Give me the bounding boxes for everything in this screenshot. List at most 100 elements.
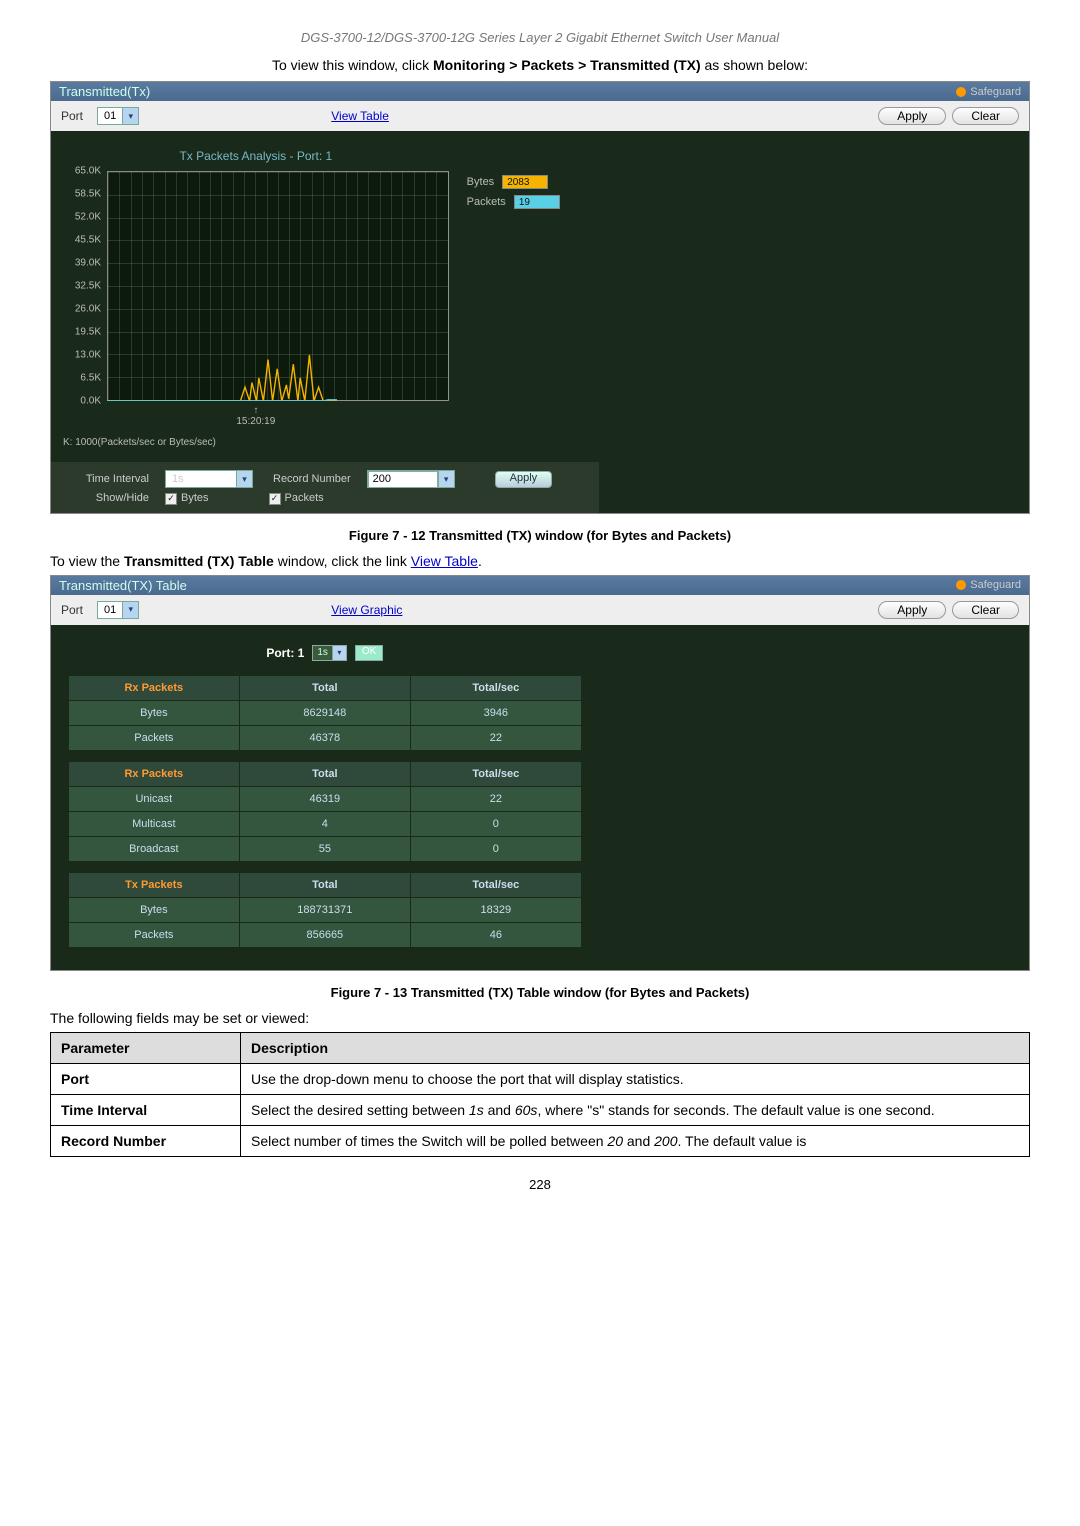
table-cell: 8629148 xyxy=(240,701,410,725)
chart-timestamp: 15:20:19 xyxy=(236,416,275,427)
mid-post: . xyxy=(478,553,482,569)
chevron-down-icon: ▾ xyxy=(438,471,454,487)
packets-checkbox[interactable]: ✓Packets xyxy=(269,492,324,505)
table-header: Rx Packets xyxy=(69,676,239,700)
table-cell: 18329 xyxy=(411,898,581,922)
mid-mid: window, click the link xyxy=(274,553,411,569)
table-cell: 46 xyxy=(411,923,581,947)
legend-packets-value: 19 xyxy=(519,197,530,208)
parameter-table: Parameter Description PortUse the drop-d… xyxy=(50,1032,1030,1157)
param-th2: Description xyxy=(241,1032,1030,1063)
panel2-titlebar: Transmitted(TX) Table Safeguard xyxy=(51,576,1029,595)
figure-caption-2: Figure 7 - 13 Transmitted (TX) Table win… xyxy=(50,985,1030,1000)
transmitted-tx-panel: Transmitted(Tx) Safeguard Port 01 ▾ View… xyxy=(50,81,1030,514)
chart-x-time: ↑15:20:19 xyxy=(63,405,449,427)
nav-path: Monitoring > Packets > Transmitted (TX) xyxy=(433,57,701,73)
chart-waveform xyxy=(107,171,337,401)
page-number: 228 xyxy=(50,1177,1030,1192)
port-label: Port xyxy=(61,109,83,123)
table-header: Total xyxy=(240,676,410,700)
port-dropdown-value: 01 xyxy=(98,604,122,616)
ok-button[interactable]: OK xyxy=(355,645,383,661)
panel2-title-text: Transmitted(TX) Table xyxy=(59,578,187,593)
fields-intro: The following fields may be set or viewe… xyxy=(50,1010,1030,1026)
table-header: Total/sec xyxy=(411,676,581,700)
chart-plot-area: 65.0K58.5K52.0K45.5K39.0K32.5K26.0K19.5K… xyxy=(107,171,449,401)
bytes-checkbox-label: Bytes xyxy=(181,492,209,504)
table-cell: 4 xyxy=(240,812,410,836)
chart-title: Tx Packets Analysis - Port: 1 xyxy=(63,149,449,163)
safeguard-indicator: Safeguard xyxy=(956,579,1021,591)
transmitted-tx-table-panel: Transmitted(TX) Table Safeguard Port 01 … xyxy=(50,575,1030,971)
chevron-down-icon: ▾ xyxy=(122,108,138,124)
mid-bold: Transmitted (TX) Table xyxy=(124,553,274,569)
chevron-down-icon: ▾ xyxy=(236,471,252,487)
packets-checkbox-label: Packets xyxy=(285,492,324,504)
port-dropdown[interactable]: 01 ▾ xyxy=(97,601,139,619)
record-number-dropdown[interactable]: ▾ xyxy=(367,470,455,488)
data-table: Tx PacketsTotalTotal/secBytes18873137118… xyxy=(68,872,582,948)
show-hide-label: Show/Hide xyxy=(65,492,155,504)
view-table-link[interactable]: View Table xyxy=(331,109,389,123)
port-label: Port xyxy=(61,603,83,617)
chevron-down-icon: ▾ xyxy=(332,646,346,660)
time-interval-label: Time Interval xyxy=(65,473,155,485)
legend-bytes-label: Bytes xyxy=(467,176,495,188)
param-name: Record Number xyxy=(51,1125,241,1156)
mid-pre: To view the xyxy=(50,553,124,569)
table-cell: Broadcast xyxy=(69,837,239,861)
table-cell: 0 xyxy=(411,837,581,861)
param-desc: Use the drop-down menu to choose the por… xyxy=(241,1063,1030,1094)
table-cell: 0 xyxy=(411,812,581,836)
bytes-checkbox[interactable]: ✓Bytes xyxy=(165,492,209,505)
footer-apply-button[interactable]: Apply xyxy=(495,471,553,488)
apply-button[interactable]: Apply xyxy=(878,601,946,619)
clear-button[interactable]: Clear xyxy=(952,107,1019,125)
port-dropdown-value: 01 xyxy=(98,110,122,122)
chevron-down-icon: ▾ xyxy=(122,602,138,618)
safeguard-indicator: Safeguard xyxy=(956,86,1021,98)
record-number-input[interactable] xyxy=(368,471,438,488)
chart-container: Tx Packets Analysis - Port: 1 65.0K58.5K… xyxy=(51,131,1029,513)
legend-packets-label: Packets xyxy=(467,196,506,208)
table-cell: Bytes xyxy=(69,701,239,725)
table-cell: Packets xyxy=(69,923,239,947)
nav-pre: To view this window, click xyxy=(272,57,433,73)
page-header-band: DGS-3700-12/DGS-3700-12G Series Layer 2 … xyxy=(50,30,1030,45)
record-number-label: Record Number xyxy=(263,473,357,485)
time-interval-dropdown[interactable]: 1s ▾ xyxy=(165,470,253,488)
port-dropdown[interactable]: 01 ▾ xyxy=(97,107,139,125)
table-cell: Multicast xyxy=(69,812,239,836)
table-cell: 46378 xyxy=(240,726,410,750)
view-table-inline-link[interactable]: View Table xyxy=(411,553,478,569)
table-cell: 22 xyxy=(411,726,581,750)
data-table: Rx PacketsTotalTotal/secBytes86291483946… xyxy=(68,675,582,751)
interval-value: 1s xyxy=(313,647,332,658)
table-cell: 22 xyxy=(411,787,581,811)
port-head-label: Port: 1 xyxy=(266,646,304,660)
interval-dropdown[interactable]: 1s ▾ xyxy=(312,645,347,661)
table-cell: 55 xyxy=(240,837,410,861)
data-table: Rx PacketsTotalTotal/secUnicast4631922Mu… xyxy=(68,761,582,862)
param-th1: Parameter xyxy=(51,1032,241,1063)
view-graphic-link[interactable]: View Graphic xyxy=(331,603,402,617)
table-header: Rx Packets xyxy=(69,762,239,786)
table-header: Total/sec xyxy=(411,873,581,897)
clear-button[interactable]: Clear xyxy=(952,601,1019,619)
table-header: Tx Packets xyxy=(69,873,239,897)
param-desc: Select number of times the Switch will b… xyxy=(241,1125,1030,1156)
time-interval-value: 1s xyxy=(166,473,236,485)
apply-button[interactable]: Apply xyxy=(878,107,946,125)
table-cell: Packets xyxy=(69,726,239,750)
nav-instruction: To view this window, click Monitoring > … xyxy=(50,57,1030,73)
panel-titlebar: Transmitted(Tx) Safeguard xyxy=(51,82,1029,101)
param-desc: Select the desired setting between 1s an… xyxy=(241,1094,1030,1125)
param-name: Port xyxy=(51,1063,241,1094)
table-header: Total/sec xyxy=(411,762,581,786)
safeguard-label: Safeguard xyxy=(970,579,1021,591)
table-cell: Unicast xyxy=(69,787,239,811)
table-header: Total xyxy=(240,762,410,786)
chart-legend: Bytes 2083 Packets 19 xyxy=(467,175,587,448)
legend-packets-swatch: 19 xyxy=(514,195,560,209)
table-cell: Bytes xyxy=(69,898,239,922)
